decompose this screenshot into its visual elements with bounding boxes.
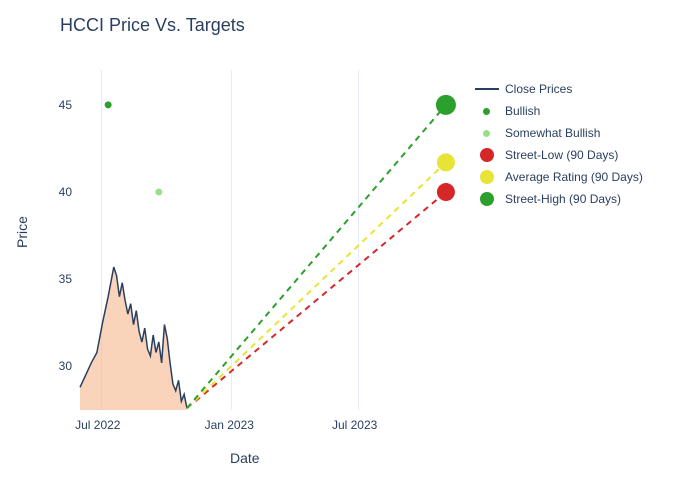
legend-label: Street-Low (90 Days) — [505, 148, 618, 162]
legend-swatch — [480, 192, 494, 206]
chart-container: HCCI Price Vs. Targets Price Date 303540… — [0, 0, 700, 500]
target-line-street-high — [187, 105, 446, 408]
legend-item: Street-Low (90 Days) — [475, 146, 643, 164]
legend-swatch — [480, 148, 494, 162]
legend-item: Close Prices — [475, 80, 643, 98]
bullish-point-0 — [105, 101, 112, 108]
legend-swatch — [483, 130, 490, 137]
price-area — [80, 267, 187, 410]
target-line-average-rating — [187, 162, 446, 408]
target-dot-street-high — [436, 95, 456, 115]
legend-label: Somewhat Bullish — [505, 126, 600, 140]
legend-label: Average Rating (90 Days) — [505, 170, 643, 184]
legend: Close Prices Bullish Somewhat Bullish Stree… — [475, 80, 643, 212]
target-line-street-low — [187, 192, 446, 408]
legend-item: Bullish — [475, 102, 643, 120]
chart-svg — [0, 0, 700, 500]
target-dot-street-low — [437, 183, 455, 201]
legend-item: Somewhat Bullish — [475, 124, 643, 142]
legend-item: Street-High (90 Days) — [475, 190, 643, 208]
bullish-point-1 — [155, 189, 162, 196]
legend-label: Street-High (90 Days) — [505, 192, 621, 206]
legend-swatch — [480, 170, 494, 184]
legend-swatch — [483, 108, 490, 115]
legend-item: Average Rating (90 Days) — [475, 168, 643, 186]
legend-swatch — [475, 88, 499, 90]
target-dot-average-rating — [437, 153, 455, 171]
legend-label: Close Prices — [505, 82, 572, 96]
legend-label: Bullish — [505, 104, 540, 118]
